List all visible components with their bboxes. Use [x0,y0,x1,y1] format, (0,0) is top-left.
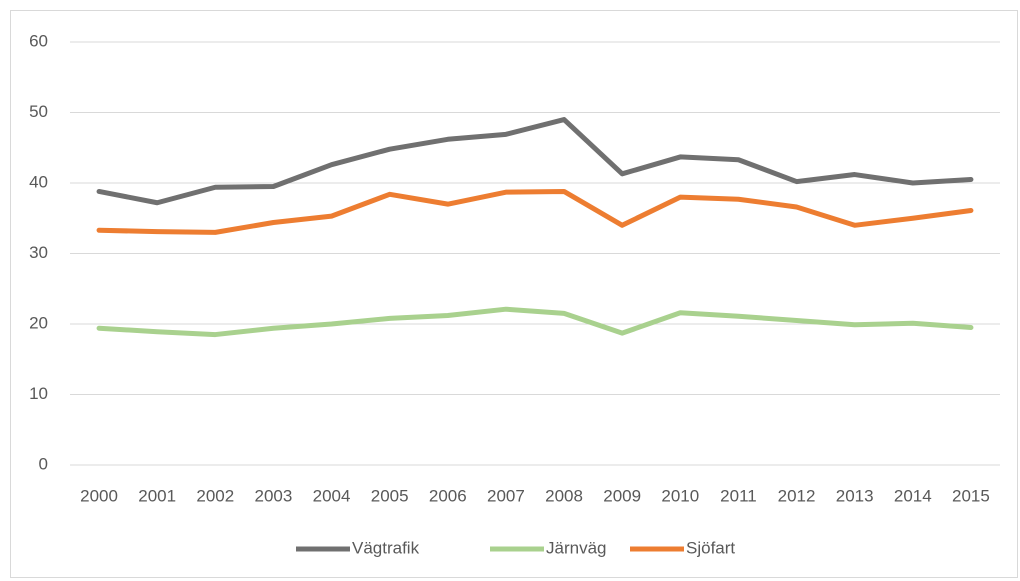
y-tick-label: 50 [29,102,48,121]
x-tick-label: 2010 [661,486,699,505]
x-tick-label: 2001 [138,486,176,505]
x-tick-label: 2000 [80,486,118,505]
data-line [96,117,974,206]
x-tick-label: 2015 [952,486,990,505]
legend-label: Sjöfart [686,538,735,557]
x-tick-label: 2004 [313,486,351,505]
legend-label: Vägtrafik [352,538,420,557]
y-tick-label: 10 [29,384,48,403]
data-line [96,306,974,338]
x-tick-label: 2003 [255,486,293,505]
legend-label: Järnväg [546,538,606,557]
x-tick-label: 2006 [429,486,467,505]
x-tick-label: 2005 [371,486,409,505]
x-tick-label: 2014 [894,486,932,505]
chart-border [10,10,1018,578]
x-tick-label: 2011 [720,486,757,505]
x-tick-label: 2008 [545,486,583,505]
y-tick-label: 20 [29,313,48,332]
x-tick-label: 2002 [196,486,234,505]
y-tick-label: 40 [29,172,48,191]
data-line [96,188,974,235]
y-tick-label: 0 [39,454,48,473]
x-tick-label: 2012 [778,486,816,505]
y-tick-label: 60 [29,31,48,50]
y-tick-label: 30 [29,243,48,262]
x-tick-label: 2009 [603,486,641,505]
x-tick-label: 2007 [487,486,525,505]
x-tick-label: 2013 [836,486,874,505]
